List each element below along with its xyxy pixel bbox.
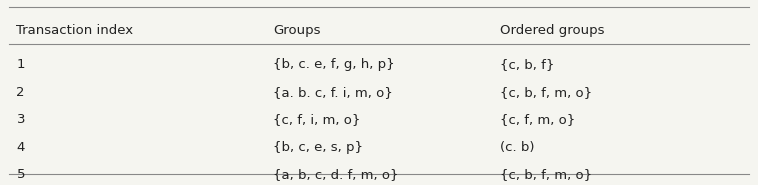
Text: 5: 5: [17, 169, 25, 181]
Text: {c, b, f}: {c, b, f}: [500, 58, 554, 71]
Text: 4: 4: [17, 141, 25, 154]
Text: 3: 3: [17, 113, 25, 126]
Text: Groups: Groups: [274, 24, 321, 38]
Text: {c, b, f, m, o}: {c, b, f, m, o}: [500, 169, 592, 181]
Text: {b, c. e, f, g, h, p}: {b, c. e, f, g, h, p}: [274, 58, 395, 71]
Text: {c, f, i, m, o}: {c, f, i, m, o}: [274, 113, 361, 126]
Text: 2: 2: [17, 86, 25, 99]
Text: Transaction index: Transaction index: [17, 24, 133, 38]
Text: {c, b, f, m, o}: {c, b, f, m, o}: [500, 86, 592, 99]
Text: 1: 1: [17, 58, 25, 71]
Text: {b, c, e, s, p}: {b, c, e, s, p}: [274, 141, 363, 154]
Text: {a. b. c, f. i, m, o}: {a. b. c, f. i, m, o}: [274, 86, 393, 99]
Text: (c. b): (c. b): [500, 141, 534, 154]
Text: {c, f, m, o}: {c, f, m, o}: [500, 113, 575, 126]
Text: {a, b, c, d. f, m, o}: {a, b, c, d. f, m, o}: [274, 169, 399, 181]
Text: Ordered groups: Ordered groups: [500, 24, 604, 38]
